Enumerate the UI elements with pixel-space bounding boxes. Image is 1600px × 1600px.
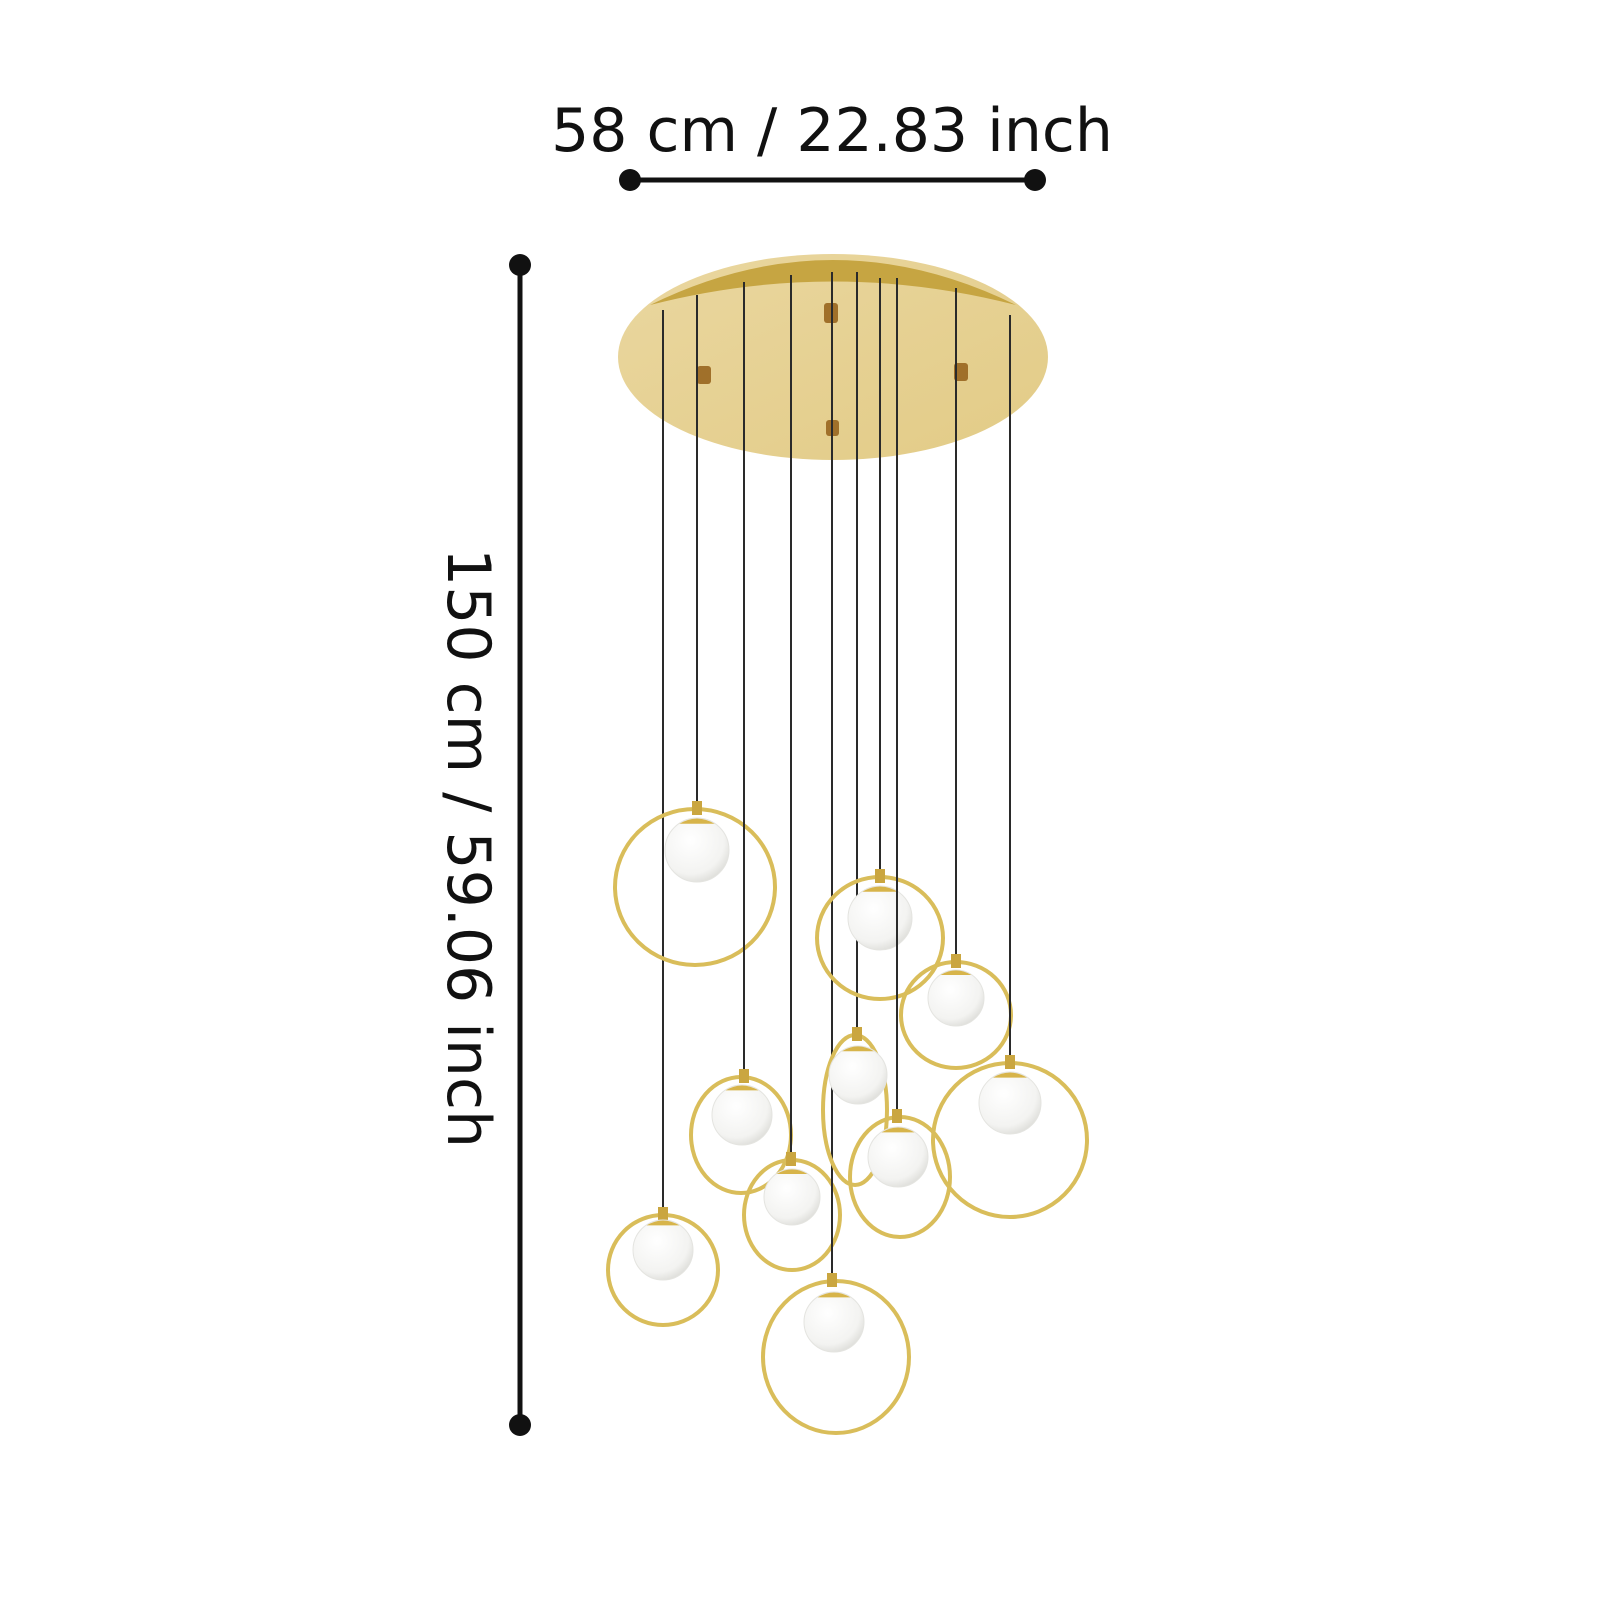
globe-cap xyxy=(842,1046,874,1052)
globe-cap xyxy=(776,1169,808,1175)
glass-globe xyxy=(828,1045,888,1105)
glass-globe xyxy=(978,1071,1042,1135)
globe-cap xyxy=(646,1220,680,1226)
globe-cap xyxy=(992,1072,1028,1078)
canopy-fixture xyxy=(697,366,711,384)
pendant-group xyxy=(606,272,1089,1435)
width-dimension-label: 58 cm / 22.83 inch xyxy=(551,96,1113,166)
width-dimension-line xyxy=(619,169,1046,191)
pendant-light xyxy=(613,295,777,967)
ring-mount xyxy=(1005,1055,1015,1069)
globe-cap xyxy=(940,970,972,976)
canopy-fixture xyxy=(954,363,968,381)
width-endpoint-right xyxy=(1024,169,1046,191)
globe-cap xyxy=(817,1292,851,1298)
glass-globe xyxy=(664,817,730,883)
height-endpoint-bottom xyxy=(509,1414,531,1436)
height-dimension-line xyxy=(509,254,531,1436)
glass-globe xyxy=(927,969,985,1027)
ring-mount xyxy=(875,869,885,883)
height-dimension-label: 150 cm / 59.06 inch xyxy=(433,548,503,1148)
pendant-light xyxy=(689,282,793,1195)
pendant-light xyxy=(931,315,1089,1219)
glass-globe xyxy=(763,1168,821,1226)
height-endpoint-top xyxy=(509,254,531,276)
ring-mount xyxy=(827,1273,837,1287)
globe-cap xyxy=(725,1085,759,1091)
ring-mount xyxy=(951,954,961,968)
globe-cap xyxy=(881,1127,915,1133)
ring-mount xyxy=(658,1207,668,1221)
ring-mount xyxy=(739,1069,749,1083)
glass-globe xyxy=(632,1219,694,1281)
pendant-light xyxy=(821,272,889,1187)
ring-mount xyxy=(852,1027,862,1041)
ring-mount xyxy=(692,801,702,815)
glass-globe xyxy=(803,1291,865,1353)
ring-mount xyxy=(892,1109,902,1123)
globe-cap xyxy=(679,818,715,824)
pendant-light xyxy=(742,275,842,1272)
glass-globe xyxy=(867,1126,929,1188)
glass-globe xyxy=(847,885,913,951)
pendant-light xyxy=(761,272,911,1435)
ring-mount xyxy=(786,1152,796,1166)
pendant-light xyxy=(848,278,952,1239)
pendant-light xyxy=(606,310,720,1327)
glass-globe xyxy=(711,1084,773,1146)
globe-cap xyxy=(862,886,898,892)
width-endpoint-left xyxy=(619,169,641,191)
